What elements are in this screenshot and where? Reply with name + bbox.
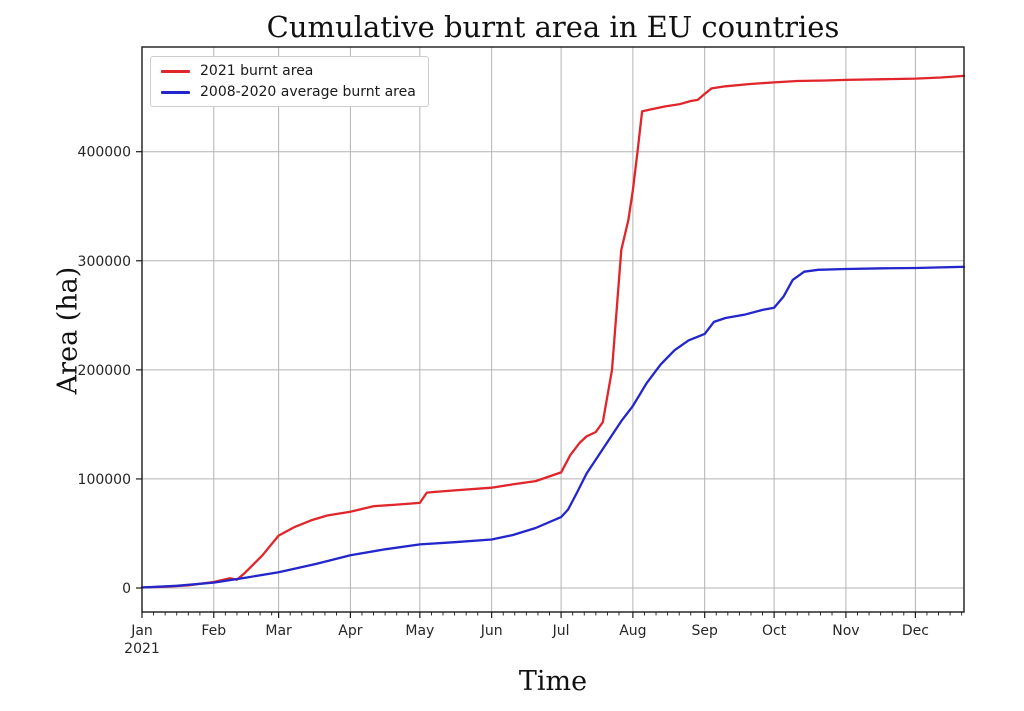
legend-item-2021: 2021 burnt area	[161, 64, 416, 78]
chart-title: Cumulative burnt area in EU countries	[266, 10, 840, 44]
x-tick-label: May	[405, 623, 434, 639]
x-tick-label: Dec	[902, 623, 929, 639]
plot-border	[141, 46, 965, 613]
legend: 2021 burnt area 2008-2020 average burnt …	[150, 56, 429, 107]
x-tick-sublabel: 2021	[124, 641, 160, 657]
y-axis-label: Area (ha)	[52, 266, 84, 395]
y-tick-label: 200000	[78, 363, 131, 379]
x-tick-label: Jan	[130, 623, 153, 639]
legend-label-2021: 2021 burnt area	[200, 63, 314, 79]
legend-item-average: 2008-2020 average burnt area	[161, 85, 416, 99]
y-tick-label: 0	[122, 581, 131, 597]
x-axis-label: Time	[518, 666, 588, 697]
legend-line-2021	[161, 69, 190, 73]
legend-label-average: 2008-2020 average burnt area	[200, 84, 416, 100]
x-tick-label: Apr	[338, 623, 362, 639]
y-tick-label: 300000	[78, 254, 131, 270]
legend-line-average	[161, 90, 190, 94]
x-tick-label: Jul	[552, 623, 570, 639]
x-tick-label: Mar	[265, 623, 292, 639]
x-tick-label: Aug	[619, 623, 646, 639]
series-line-1	[140, 265, 966, 589]
x-tick-label: Feb	[201, 623, 226, 639]
x-tick-label: Sep	[691, 623, 718, 639]
series-line-0	[140, 74, 966, 589]
y-tick-label: 100000	[78, 472, 131, 488]
y-tick-label: 400000	[78, 145, 131, 161]
x-tick-label: Nov	[832, 623, 859, 639]
x-tick-label: Oct	[762, 623, 787, 639]
x-tick-label: Jun	[480, 623, 503, 639]
